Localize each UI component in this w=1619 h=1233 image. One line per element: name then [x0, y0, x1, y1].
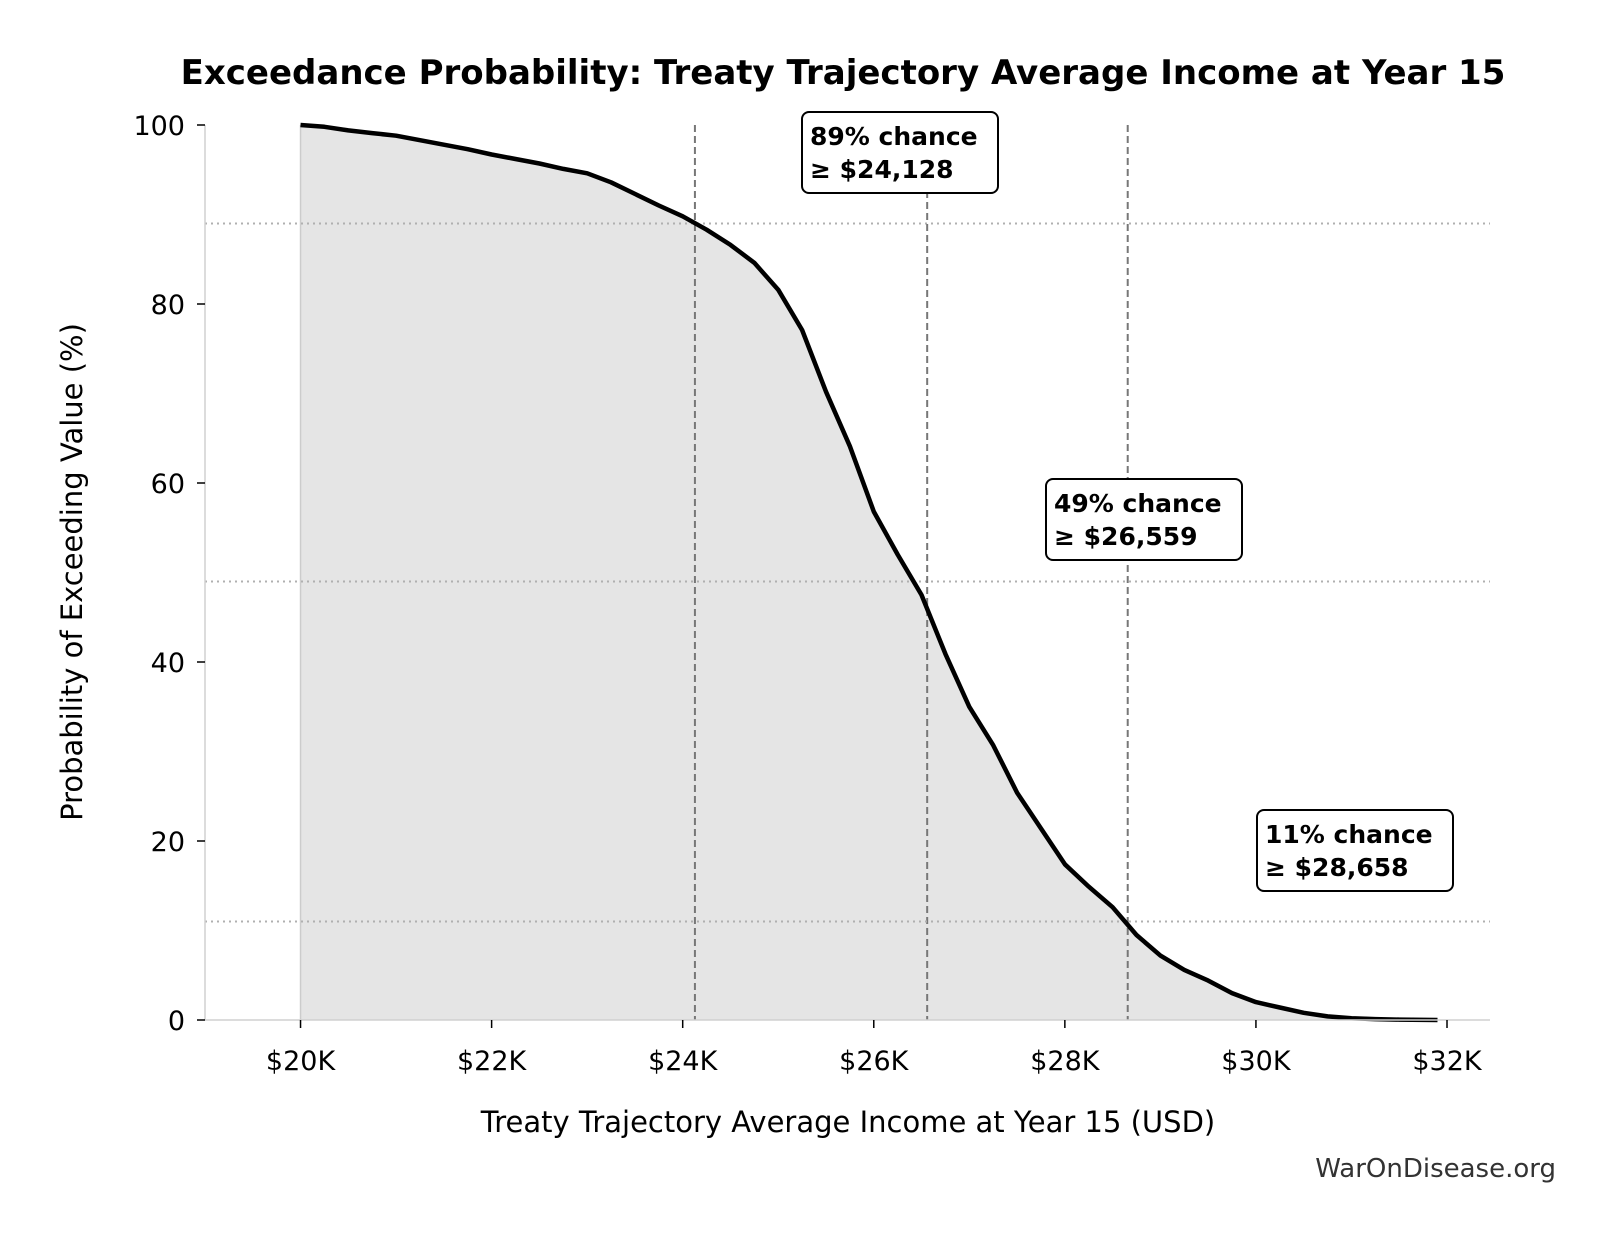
callout-box [1256, 809, 1454, 892]
callout-value: ≥ $28,658 [1265, 853, 1409, 882]
callout-value: ≥ $24,128 [810, 155, 954, 184]
x-tick-label: $28K [1030, 1046, 1101, 1077]
plot-area [205, 122, 1490, 1023]
callout-box [801, 111, 999, 194]
x-tick-label: $32K [1412, 1046, 1483, 1077]
y-tick-label: 80 [151, 290, 185, 321]
threshold-callout: 11% chance ≥ $28,658 [1256, 809, 1454, 892]
x-tick-label: $26K [839, 1046, 910, 1077]
callout-probability: 89% chance [810, 122, 978, 151]
ticks: $20K $22K $24K $26K $28K $30K $32K 0 20 40 60 80 100 [133, 111, 1482, 1077]
callout-box [1045, 478, 1243, 561]
y-tick-label: 40 [151, 648, 185, 679]
chart-title: Exceedance Probability: Treaty Trajector… [181, 53, 1506, 93]
x-tick-label: $30K [1221, 1046, 1292, 1077]
x-axis-label: Treaty Trajectory Average Income at Year… [480, 1105, 1215, 1139]
callout-probability: 11% chance [1265, 820, 1433, 849]
threshold-callout: 49% chance ≥ $26,559 [1045, 478, 1243, 561]
threshold-callout: 89% chance ≥ $24,128 [801, 111, 999, 194]
callout-probability: 49% chance [1054, 489, 1222, 518]
y-axis-label: Probability of Exceeding Value (%) [55, 323, 89, 821]
x-tick-label: $24K [648, 1046, 719, 1077]
exceedance-area-fill [300, 125, 1438, 1020]
y-tick-label: 0 [168, 1006, 185, 1037]
watermark-text: WarOnDisease.org [1315, 1154, 1556, 1184]
x-tick-label: $22K [457, 1046, 528, 1077]
y-tick-label: 20 [151, 827, 185, 858]
axes [204, 125, 1490, 1021]
x-tick-label: $20K [266, 1046, 337, 1077]
exceedance-curve [300, 122, 1438, 1023]
y-tick-label: 60 [151, 469, 185, 500]
callout-value: ≥ $26,559 [1054, 522, 1198, 551]
y-tick-label: 100 [133, 111, 185, 142]
callouts: 89% chance ≥ $24,128 49% chance ≥ $26,559 11… [801, 111, 1454, 892]
